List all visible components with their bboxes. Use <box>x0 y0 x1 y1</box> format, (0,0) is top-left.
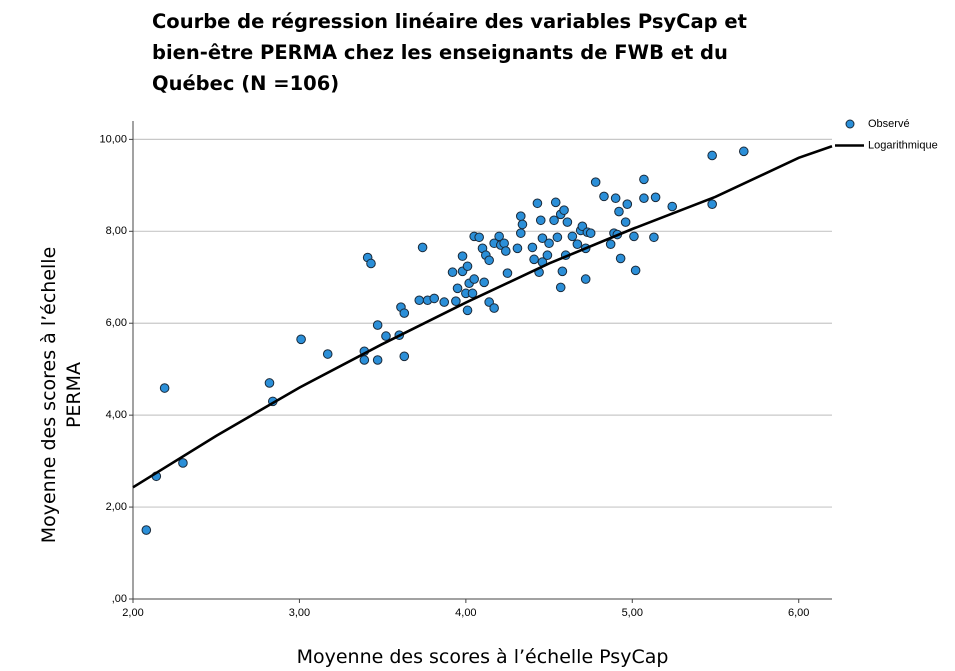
point <box>629 231 639 242</box>
point <box>462 261 473 272</box>
point <box>159 383 170 393</box>
point <box>515 211 526 221</box>
point <box>489 303 499 313</box>
x-axis-label: Moyenne des scores à l’échelle PsyCap <box>296 646 669 668</box>
y-tick-label: 6,00 <box>106 317 127 329</box>
point <box>447 267 458 278</box>
point <box>557 266 568 277</box>
point <box>517 219 528 230</box>
point <box>562 217 573 227</box>
legend-marker <box>845 119 855 129</box>
point <box>649 232 659 243</box>
point <box>529 254 539 265</box>
point <box>359 355 370 365</box>
legend-label: Observé <box>868 118 910 130</box>
point <box>502 268 513 278</box>
point <box>399 351 410 362</box>
point <box>650 192 661 203</box>
point <box>452 283 463 294</box>
point <box>264 378 275 388</box>
point <box>484 255 494 266</box>
point <box>501 246 511 256</box>
point <box>738 146 749 157</box>
x-tick-label: 6,00 <box>788 607 809 619</box>
point <box>605 239 616 249</box>
y-tick-label: 4,00 <box>106 409 127 421</box>
point <box>296 334 306 345</box>
point <box>417 242 428 253</box>
point <box>451 296 461 306</box>
point <box>474 232 484 243</box>
point <box>555 282 566 293</box>
point <box>707 199 717 209</box>
point <box>429 293 440 304</box>
x-tick-label: 3,00 <box>289 607 310 619</box>
y-tick-label: ,00 <box>112 593 127 605</box>
point <box>527 242 538 253</box>
point <box>622 199 633 209</box>
point <box>515 228 526 238</box>
point <box>372 320 383 330</box>
point <box>462 305 473 316</box>
point <box>178 458 188 468</box>
point <box>630 265 641 276</box>
point <box>535 215 546 226</box>
point <box>580 274 591 284</box>
point <box>610 193 621 204</box>
point <box>467 288 478 299</box>
point <box>399 308 410 318</box>
x-tick-label: 4,00 <box>455 607 476 619</box>
point <box>572 239 583 249</box>
point <box>567 231 578 242</box>
point <box>381 331 391 341</box>
point <box>707 150 717 161</box>
point <box>614 206 624 217</box>
point <box>414 295 425 306</box>
chart-title: Courbe de régression linéaire des variab… <box>152 10 747 95</box>
point <box>141 525 152 535</box>
point <box>469 274 479 284</box>
point <box>615 253 626 264</box>
point <box>599 191 609 202</box>
y-tick-label: 2,00 <box>106 501 127 513</box>
point <box>639 193 649 204</box>
point <box>542 250 553 261</box>
point <box>620 217 631 227</box>
fit-line <box>132 145 833 489</box>
y-tick-label: 10,00 <box>99 133 127 145</box>
x-tick-label: 5,00 <box>622 607 643 619</box>
point <box>549 215 559 226</box>
point <box>559 205 569 215</box>
point <box>639 174 649 185</box>
point <box>366 258 376 269</box>
point <box>499 238 509 249</box>
point <box>667 201 678 212</box>
point <box>552 232 563 243</box>
y-tick-label: 8,00 <box>106 225 127 237</box>
point <box>550 197 561 208</box>
point <box>537 233 548 244</box>
point <box>585 228 596 238</box>
legend-label: Logarithmique <box>868 139 938 151</box>
point <box>590 177 601 187</box>
point <box>479 277 489 288</box>
point <box>372 355 383 365</box>
point <box>439 297 450 307</box>
point <box>512 243 523 254</box>
point <box>322 349 333 359</box>
point <box>532 198 543 209</box>
x-tick-label: 2,00 <box>122 607 143 619</box>
point <box>457 251 468 261</box>
point <box>544 238 554 249</box>
